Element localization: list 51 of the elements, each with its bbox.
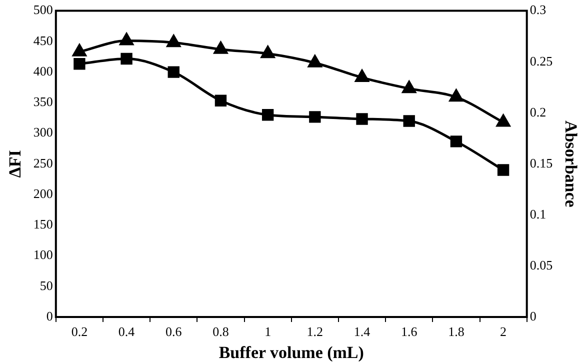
point xyxy=(72,44,86,56)
y2-tick-label: 0.25 xyxy=(530,53,553,68)
x-tick-label: 0.2 xyxy=(71,324,88,340)
y-tick-label: 0 xyxy=(46,308,53,324)
y2-tick-label: 0 xyxy=(530,308,536,324)
point xyxy=(450,136,462,148)
y-tick-label: 500 xyxy=(33,2,53,18)
y2-axis-title: Absorbance xyxy=(561,120,580,208)
point xyxy=(74,58,86,70)
x-tick-label: 0.6 xyxy=(166,324,182,340)
y-tick-label: 350 xyxy=(33,94,53,110)
point xyxy=(402,80,416,94)
point xyxy=(120,52,132,65)
y-axis-title: ΔFI xyxy=(6,150,25,178)
point xyxy=(262,109,274,121)
y-tick-label: 300 xyxy=(33,124,53,140)
x-tick-label: 2 xyxy=(500,324,507,340)
point xyxy=(308,55,322,68)
y2-tick-label: 0.2 xyxy=(530,104,546,120)
y-tick-label: 450 xyxy=(33,32,53,48)
point xyxy=(166,34,181,48)
y-tick-label: 50 xyxy=(40,278,53,293)
point xyxy=(496,114,510,127)
y-tick-label: 400 xyxy=(33,63,53,78)
y2-tick-label: 0.05 xyxy=(530,257,553,272)
y-tick-label: 250 xyxy=(33,155,53,170)
x-tick-label: 1.4 xyxy=(354,324,371,340)
y-tick-label: 200 xyxy=(33,186,53,201)
y-tick-label: 150 xyxy=(33,216,53,232)
point xyxy=(214,42,228,54)
x-tick-label: 0.8 xyxy=(212,324,229,340)
x-tick-label: 1 xyxy=(264,324,272,340)
x-axis-title: Buffer volume (mL) xyxy=(218,343,364,362)
y-tick-label: 100 xyxy=(33,247,53,262)
point xyxy=(449,89,464,102)
point xyxy=(356,113,368,125)
point xyxy=(120,33,134,46)
x-tick-label: 1.6 xyxy=(400,324,418,340)
x-tick-label: 0.4 xyxy=(118,324,136,340)
point xyxy=(355,70,369,82)
point xyxy=(403,115,415,127)
x-tick-label: 1.2 xyxy=(306,324,324,340)
point xyxy=(309,111,321,123)
point xyxy=(214,94,227,106)
point xyxy=(497,164,510,176)
y2-tick-label: 0.15 xyxy=(530,155,553,170)
point xyxy=(168,66,180,78)
point xyxy=(260,46,275,58)
y2-tick-label: 0.3 xyxy=(530,2,546,18)
y2-tick-label: 0.1 xyxy=(530,206,546,222)
x-tick-label: 1.8 xyxy=(448,324,464,340)
